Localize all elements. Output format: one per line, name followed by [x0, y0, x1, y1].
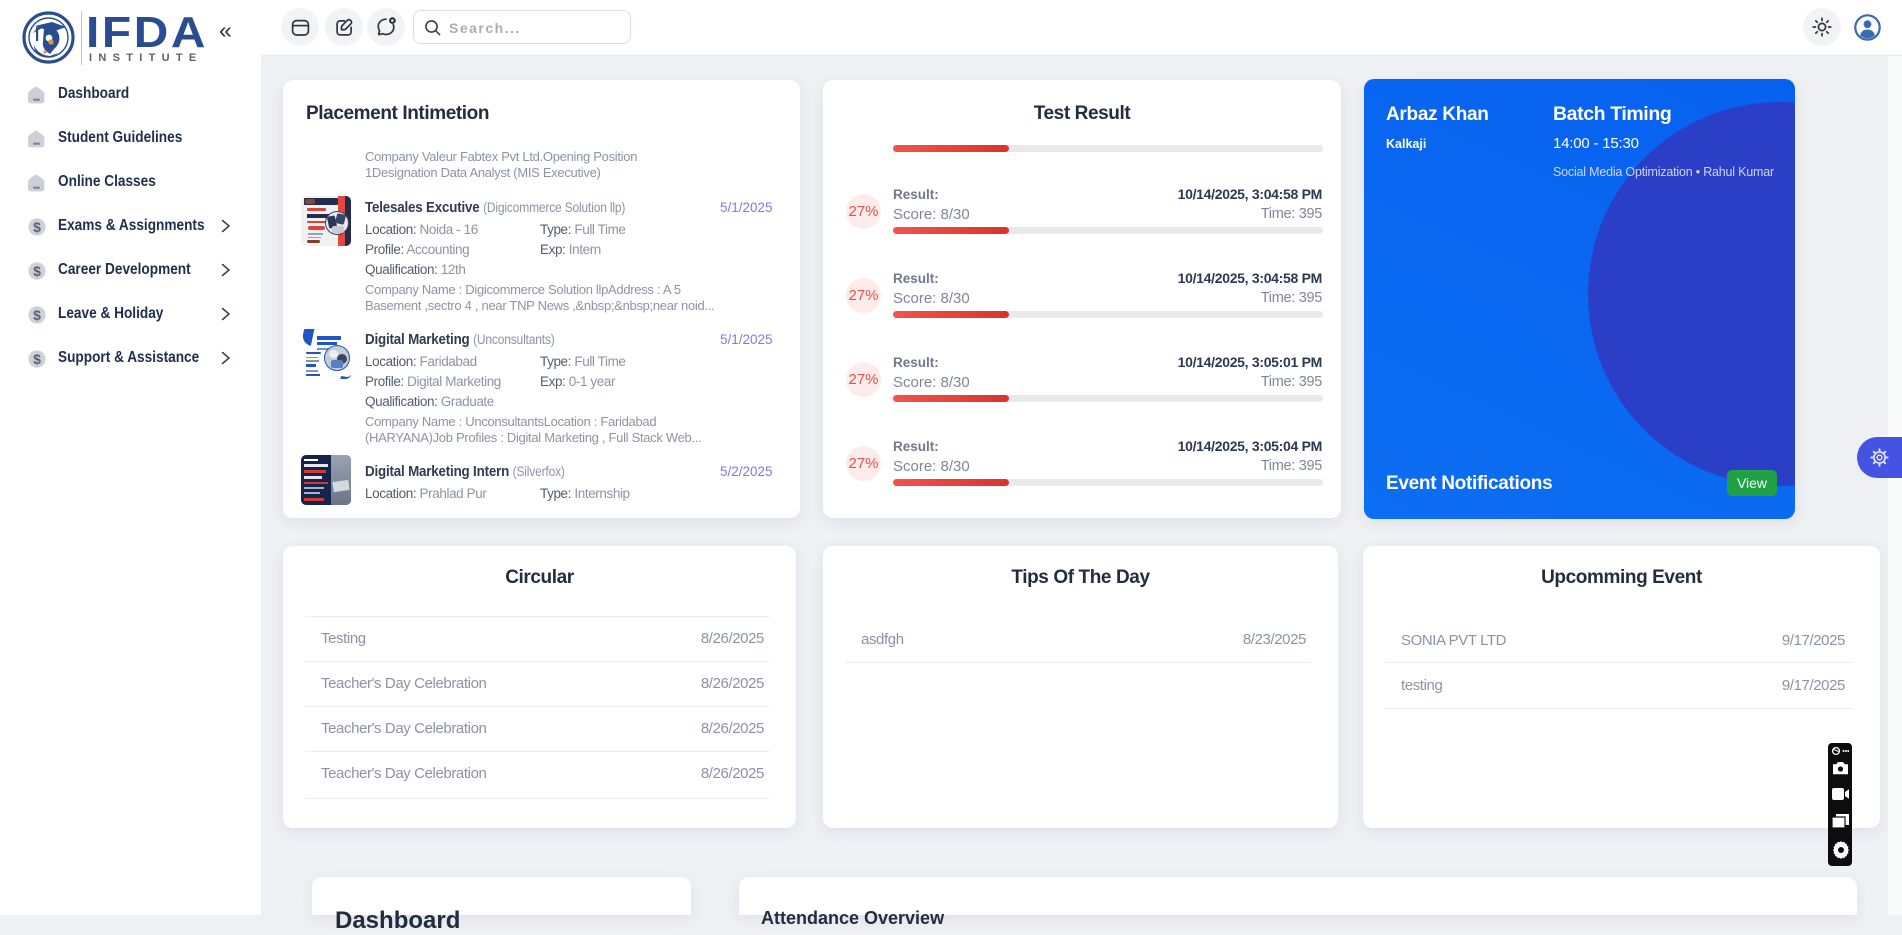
svg-text:$: $: [33, 351, 41, 367]
svg-text:$: $: [33, 219, 41, 235]
svg-text:$: $: [33, 263, 41, 279]
svg-text:$: $: [33, 307, 41, 323]
